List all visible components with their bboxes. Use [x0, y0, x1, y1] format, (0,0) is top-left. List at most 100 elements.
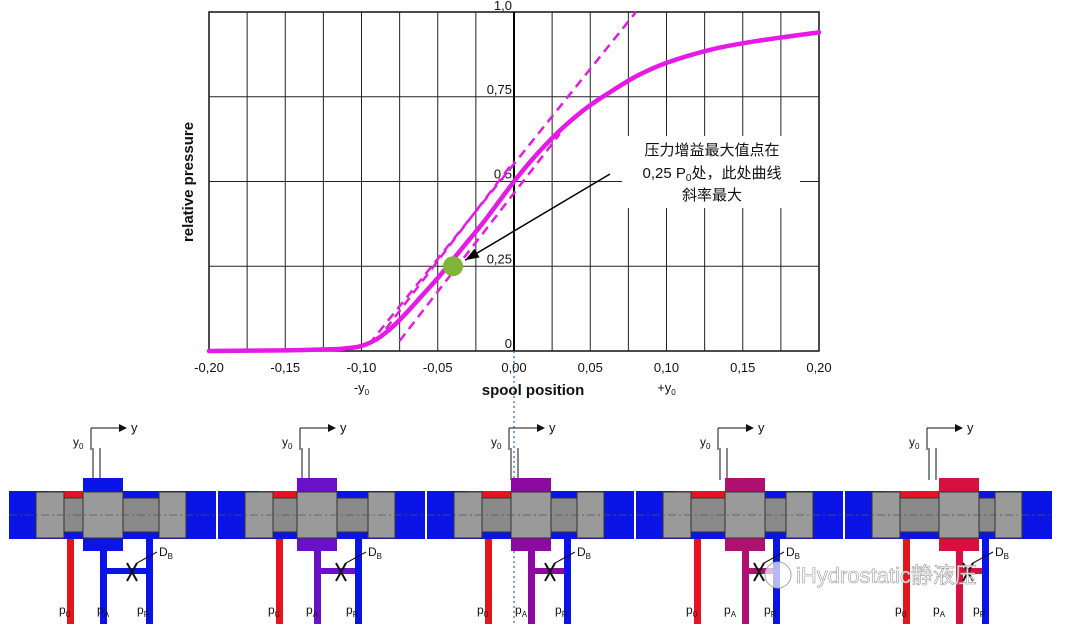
supply-channel	[49, 491, 85, 501]
x-axis-label: spool position	[482, 382, 585, 399]
orifice-mark	[753, 562, 765, 582]
pa-label: pA	[97, 603, 110, 619]
db-label: DB	[159, 545, 173, 561]
p0-label: p0	[59, 603, 71, 619]
y-arrowhead	[328, 424, 336, 432]
p0-pipe	[67, 539, 74, 624]
pa-label: pA	[515, 603, 528, 619]
pr-pipe	[982, 539, 989, 624]
p0-label: p0	[477, 603, 489, 619]
y-label: y	[131, 420, 138, 435]
y0-label: y0	[909, 435, 920, 451]
x-tick-label: 0,05	[578, 360, 603, 375]
annotation-line-1: 压力增益最大值点在	[644, 142, 779, 159]
y-tick-label: 0	[505, 336, 512, 351]
pr-pipe	[564, 539, 571, 624]
supply-channel	[885, 491, 941, 501]
supply-channel	[258, 491, 299, 501]
annotation-arrowhead	[465, 248, 480, 261]
valve-diagram-row: y y0 DB p0 pA pR y y0 DB p0 pA pR y y0 DB p0 pA pR y y0 DB p0…	[9, 420, 1052, 624]
x-tick-label: 0,15	[730, 360, 755, 375]
db-leader	[345, 551, 367, 564]
x-tick-label: -0,05	[423, 360, 453, 375]
y-axis-label: relative pressure	[180, 122, 197, 242]
x-tick-label: -0,20	[194, 360, 224, 375]
valve-panel: y y0 DB p0 pA pR	[427, 420, 634, 624]
pa-label: pA	[933, 603, 946, 619]
x-tick-label: -0,10	[347, 360, 377, 375]
tangent-line	[368, 11, 637, 346]
pos-y0-label: +y0	[657, 380, 676, 397]
valve-panel: y y0 DB p0 pA pR	[845, 420, 1052, 624]
watermark: iHydrostatic静液压	[764, 561, 977, 589]
valve-panel: y y0 DB p0 pA pR	[9, 420, 216, 624]
p0-pipe	[903, 539, 910, 624]
db-leader	[554, 551, 576, 564]
pressure-gain-chart: -0,20 -0,15 -0,10 -0,05 0,00 0,05 0,10 0,15 0,20…	[180, 0, 832, 624]
y-arrowhead	[119, 424, 127, 432]
max-gain-point	[443, 256, 463, 277]
pa-pipe	[742, 551, 749, 624]
valve-panel: y y0 DB p0 pA pR	[636, 420, 843, 624]
pr-label: pR	[346, 603, 359, 619]
p0-label: p0	[895, 603, 907, 619]
db-leader	[972, 551, 994, 564]
x-tick-label: 0,10	[654, 360, 679, 375]
db-label: DB	[368, 545, 382, 561]
orifice-mark	[126, 562, 138, 582]
db-leader	[136, 551, 158, 564]
pr-pipe	[146, 539, 153, 624]
y-arrowhead	[746, 424, 754, 432]
pr-label: pR	[764, 603, 777, 619]
y0-label: y0	[700, 435, 711, 451]
annotation-box	[622, 136, 800, 208]
db-leader	[763, 551, 785, 564]
pa-pipe	[100, 551, 107, 624]
pa-pipe	[314, 551, 321, 624]
annotation-line-2: 0,25 P0处，此处曲线	[643, 165, 782, 184]
bridge-pipe	[320, 568, 355, 574]
pa-pipe	[528, 551, 535, 624]
p0-pipe	[276, 539, 283, 624]
pa-label: pA	[724, 603, 737, 619]
db-label: DB	[786, 545, 800, 561]
watermark-text: iHydrostatic静液压	[796, 563, 977, 588]
y-label: y	[758, 420, 765, 435]
x-tick-label: -0,15	[270, 360, 300, 375]
pa-pipe	[956, 551, 963, 624]
annotation-line-3: 斜率最大	[682, 187, 742, 204]
p0-pipe	[694, 539, 701, 624]
valve-panel: y y0 DB p0 pA pR	[218, 420, 425, 624]
orifice-mark	[335, 562, 347, 582]
bridge-pipe	[962, 568, 982, 574]
x-tick-label: 0,20	[806, 360, 831, 375]
y-arrowhead	[955, 424, 963, 432]
pr-label: pR	[555, 603, 568, 619]
tangent-line	[398, 133, 561, 342]
p0-label: p0	[686, 603, 698, 619]
neg-y0-label: -y0	[354, 380, 370, 397]
y0-label: y0	[491, 435, 502, 451]
y-tick-label: 0,75	[487, 82, 512, 97]
series-line	[206, 30, 822, 354]
y-label: y	[549, 420, 556, 435]
y0-label: y0	[282, 435, 293, 451]
db-label: DB	[577, 545, 591, 561]
p0-pipe	[485, 539, 492, 624]
pa-label: pA	[306, 603, 319, 619]
orifice-mark	[962, 562, 974, 582]
orifice-mark	[544, 562, 556, 582]
y-label: y	[967, 420, 974, 435]
y-tick-label: 0,25	[487, 251, 512, 266]
y-label: y	[340, 420, 347, 435]
supply-channel	[676, 491, 727, 501]
supply-channel	[467, 491, 513, 501]
pr-pipe	[355, 539, 362, 624]
y-tick-label: 1,0	[494, 0, 512, 13]
annotation-arrow-line	[464, 173, 611, 261]
db-label: DB	[995, 545, 1009, 561]
bridge-pipe	[106, 568, 146, 574]
p0-label: p0	[268, 603, 280, 619]
watermark-logo-icon	[764, 561, 792, 589]
